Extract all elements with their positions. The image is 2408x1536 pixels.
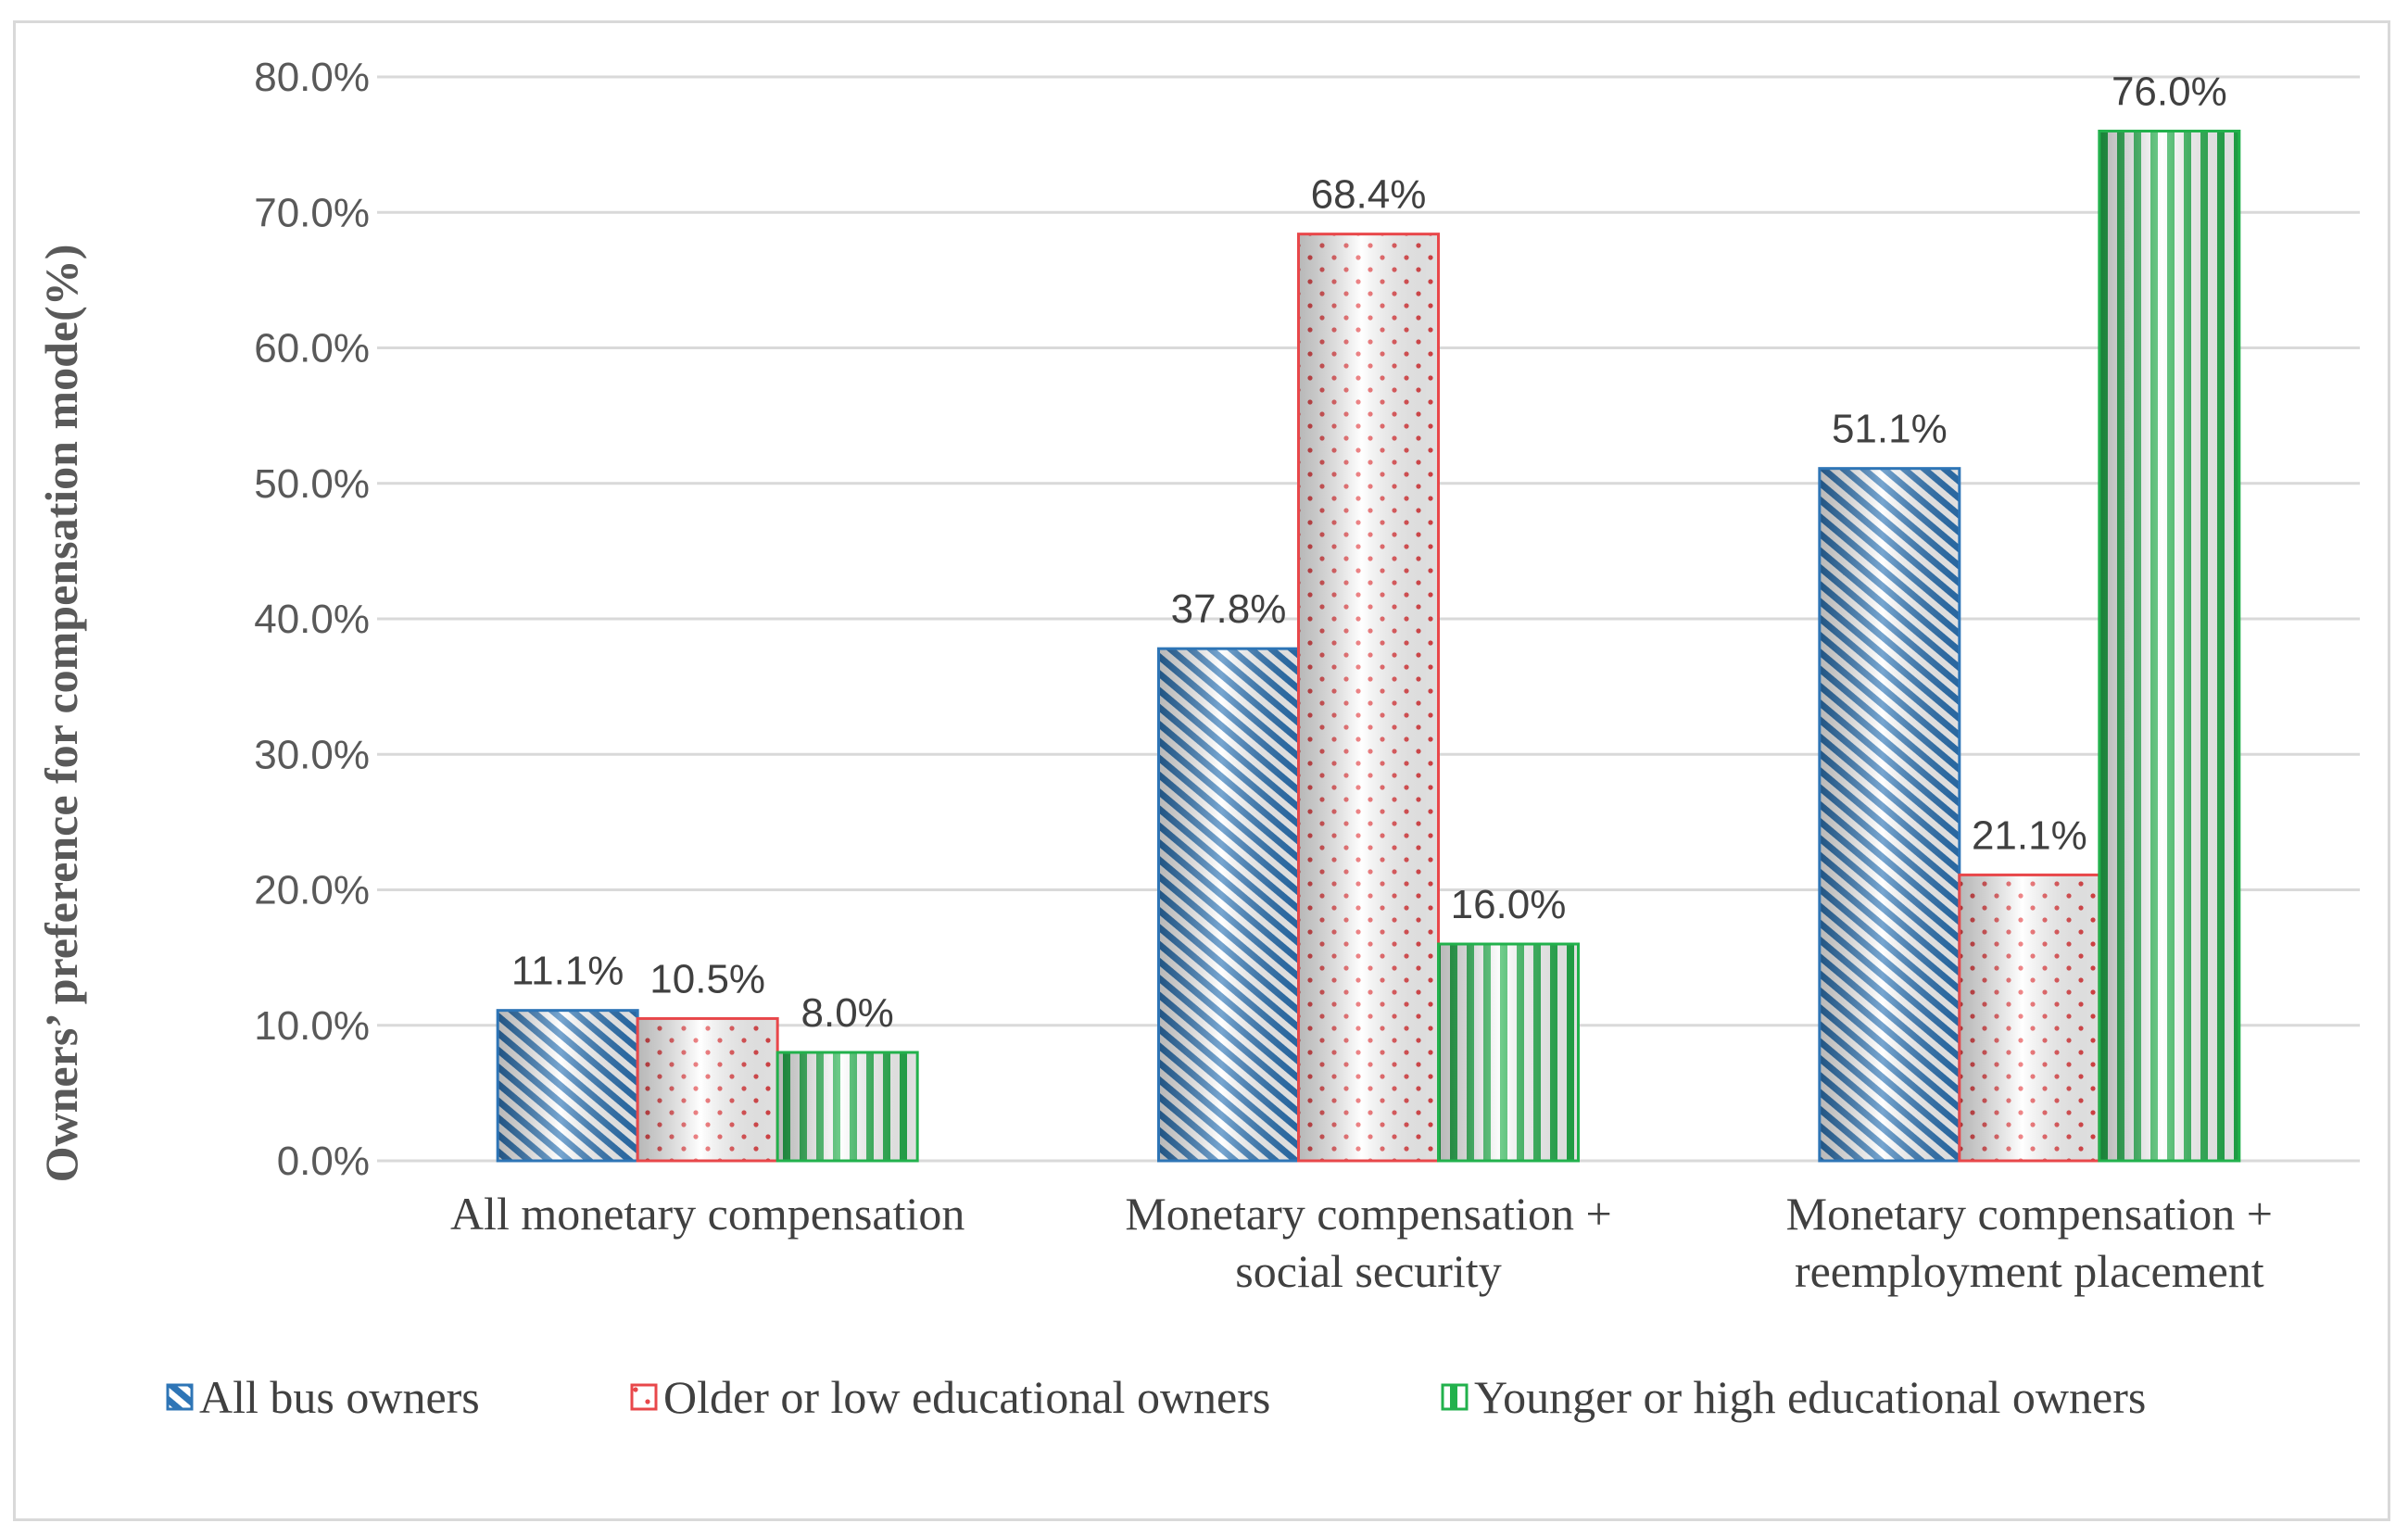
y-axis-title: Owners’ preference for compensation mode… bbox=[35, 245, 87, 1183]
y-tick-label: 50.0% bbox=[254, 461, 370, 507]
y-tick-label: 20.0% bbox=[254, 868, 370, 913]
x-category-label: reemployment placement bbox=[1795, 1245, 2264, 1297]
bar-shading bbox=[498, 1010, 638, 1161]
data-labels: 11.1% 10.5% 8.0% 37.8% 68.4% 16.0% 51.1% 21.1% 7… bbox=[511, 69, 2227, 1037]
data-label: 8.0% bbox=[801, 990, 894, 1036]
x-category-label: Monetary compensation + bbox=[1125, 1188, 1611, 1240]
bar-outline bbox=[1297, 233, 1440, 1163]
bar-shading bbox=[1959, 875, 2099, 1161]
data-label: 51.1% bbox=[1832, 407, 1948, 452]
x-category-label: Monetary compensation + bbox=[1786, 1188, 2273, 1240]
y-tick-label: 70.0% bbox=[254, 190, 370, 235]
legend-swatch-outline bbox=[1441, 1383, 1469, 1411]
chart-frame: 0.0% 10.0% 20.0% 30.0% 40.0% 50.0% 60.0% 70.0% 8… bbox=[13, 20, 2390, 1521]
legend-swatch bbox=[632, 1385, 656, 1409]
bar-shading bbox=[2099, 131, 2239, 1161]
x-axis-categories: All monetary compensation Monetary compen… bbox=[450, 1188, 2273, 1297]
bar-outline bbox=[2098, 130, 2241, 1163]
legend-swatch-outline bbox=[166, 1383, 194, 1411]
legend-label: All bus owners bbox=[199, 1371, 480, 1423]
data-label: 11.1% bbox=[511, 949, 624, 994]
data-label: 16.0% bbox=[1451, 882, 1567, 927]
data-label: 21.1% bbox=[1972, 812, 2087, 858]
data-label: 10.5% bbox=[649, 956, 765, 1001]
legend-swatch bbox=[1443, 1385, 1467, 1409]
data-label: 68.4% bbox=[1311, 172, 1427, 218]
bar-shading bbox=[1158, 648, 1299, 1161]
y-tick-label: 60.0% bbox=[254, 326, 370, 371]
bar-shading bbox=[1298, 233, 1439, 1161]
bar-shading bbox=[637, 1018, 778, 1161]
bar-shading bbox=[777, 1052, 918, 1161]
bar-chart: 0.0% 10.0% 20.0% 30.0% 40.0% 50.0% 60.0% 70.0% 8… bbox=[35, 55, 2360, 1423]
y-tick-label: 30.0% bbox=[254, 732, 370, 777]
y-tick-label: 10.0% bbox=[254, 1003, 370, 1049]
bar-shading bbox=[1819, 468, 1960, 1162]
bar-outline bbox=[1437, 942, 1580, 1163]
bar-outline bbox=[1818, 467, 1961, 1163]
bar-shading bbox=[1438, 944, 1579, 1161]
legend-label: Younger or high educational owners bbox=[1474, 1371, 2146, 1423]
x-category-label: social security bbox=[1235, 1245, 1501, 1297]
legend-label: Older or low educational owners bbox=[663, 1371, 1270, 1423]
data-label: 37.8% bbox=[1171, 586, 1287, 632]
legend-swatch bbox=[168, 1385, 192, 1409]
x-category-label: All monetary compensation bbox=[450, 1188, 964, 1240]
y-tick-label: 0.0% bbox=[277, 1139, 370, 1184]
y-tick-label: 40.0% bbox=[254, 597, 370, 642]
data-label: 76.0% bbox=[2112, 69, 2227, 115]
legend: All bus owners Older or low educational o… bbox=[166, 1371, 2146, 1423]
legend-swatch-outline bbox=[630, 1383, 658, 1411]
y-tick-label: 80.0% bbox=[254, 55, 370, 100]
y-axis-ticks: 0.0% 10.0% 20.0% 30.0% 40.0% 50.0% 60.0% 70.0% 8… bbox=[254, 55, 370, 1184]
bar-outline bbox=[775, 1051, 919, 1163]
bars bbox=[496, 130, 2241, 1163]
